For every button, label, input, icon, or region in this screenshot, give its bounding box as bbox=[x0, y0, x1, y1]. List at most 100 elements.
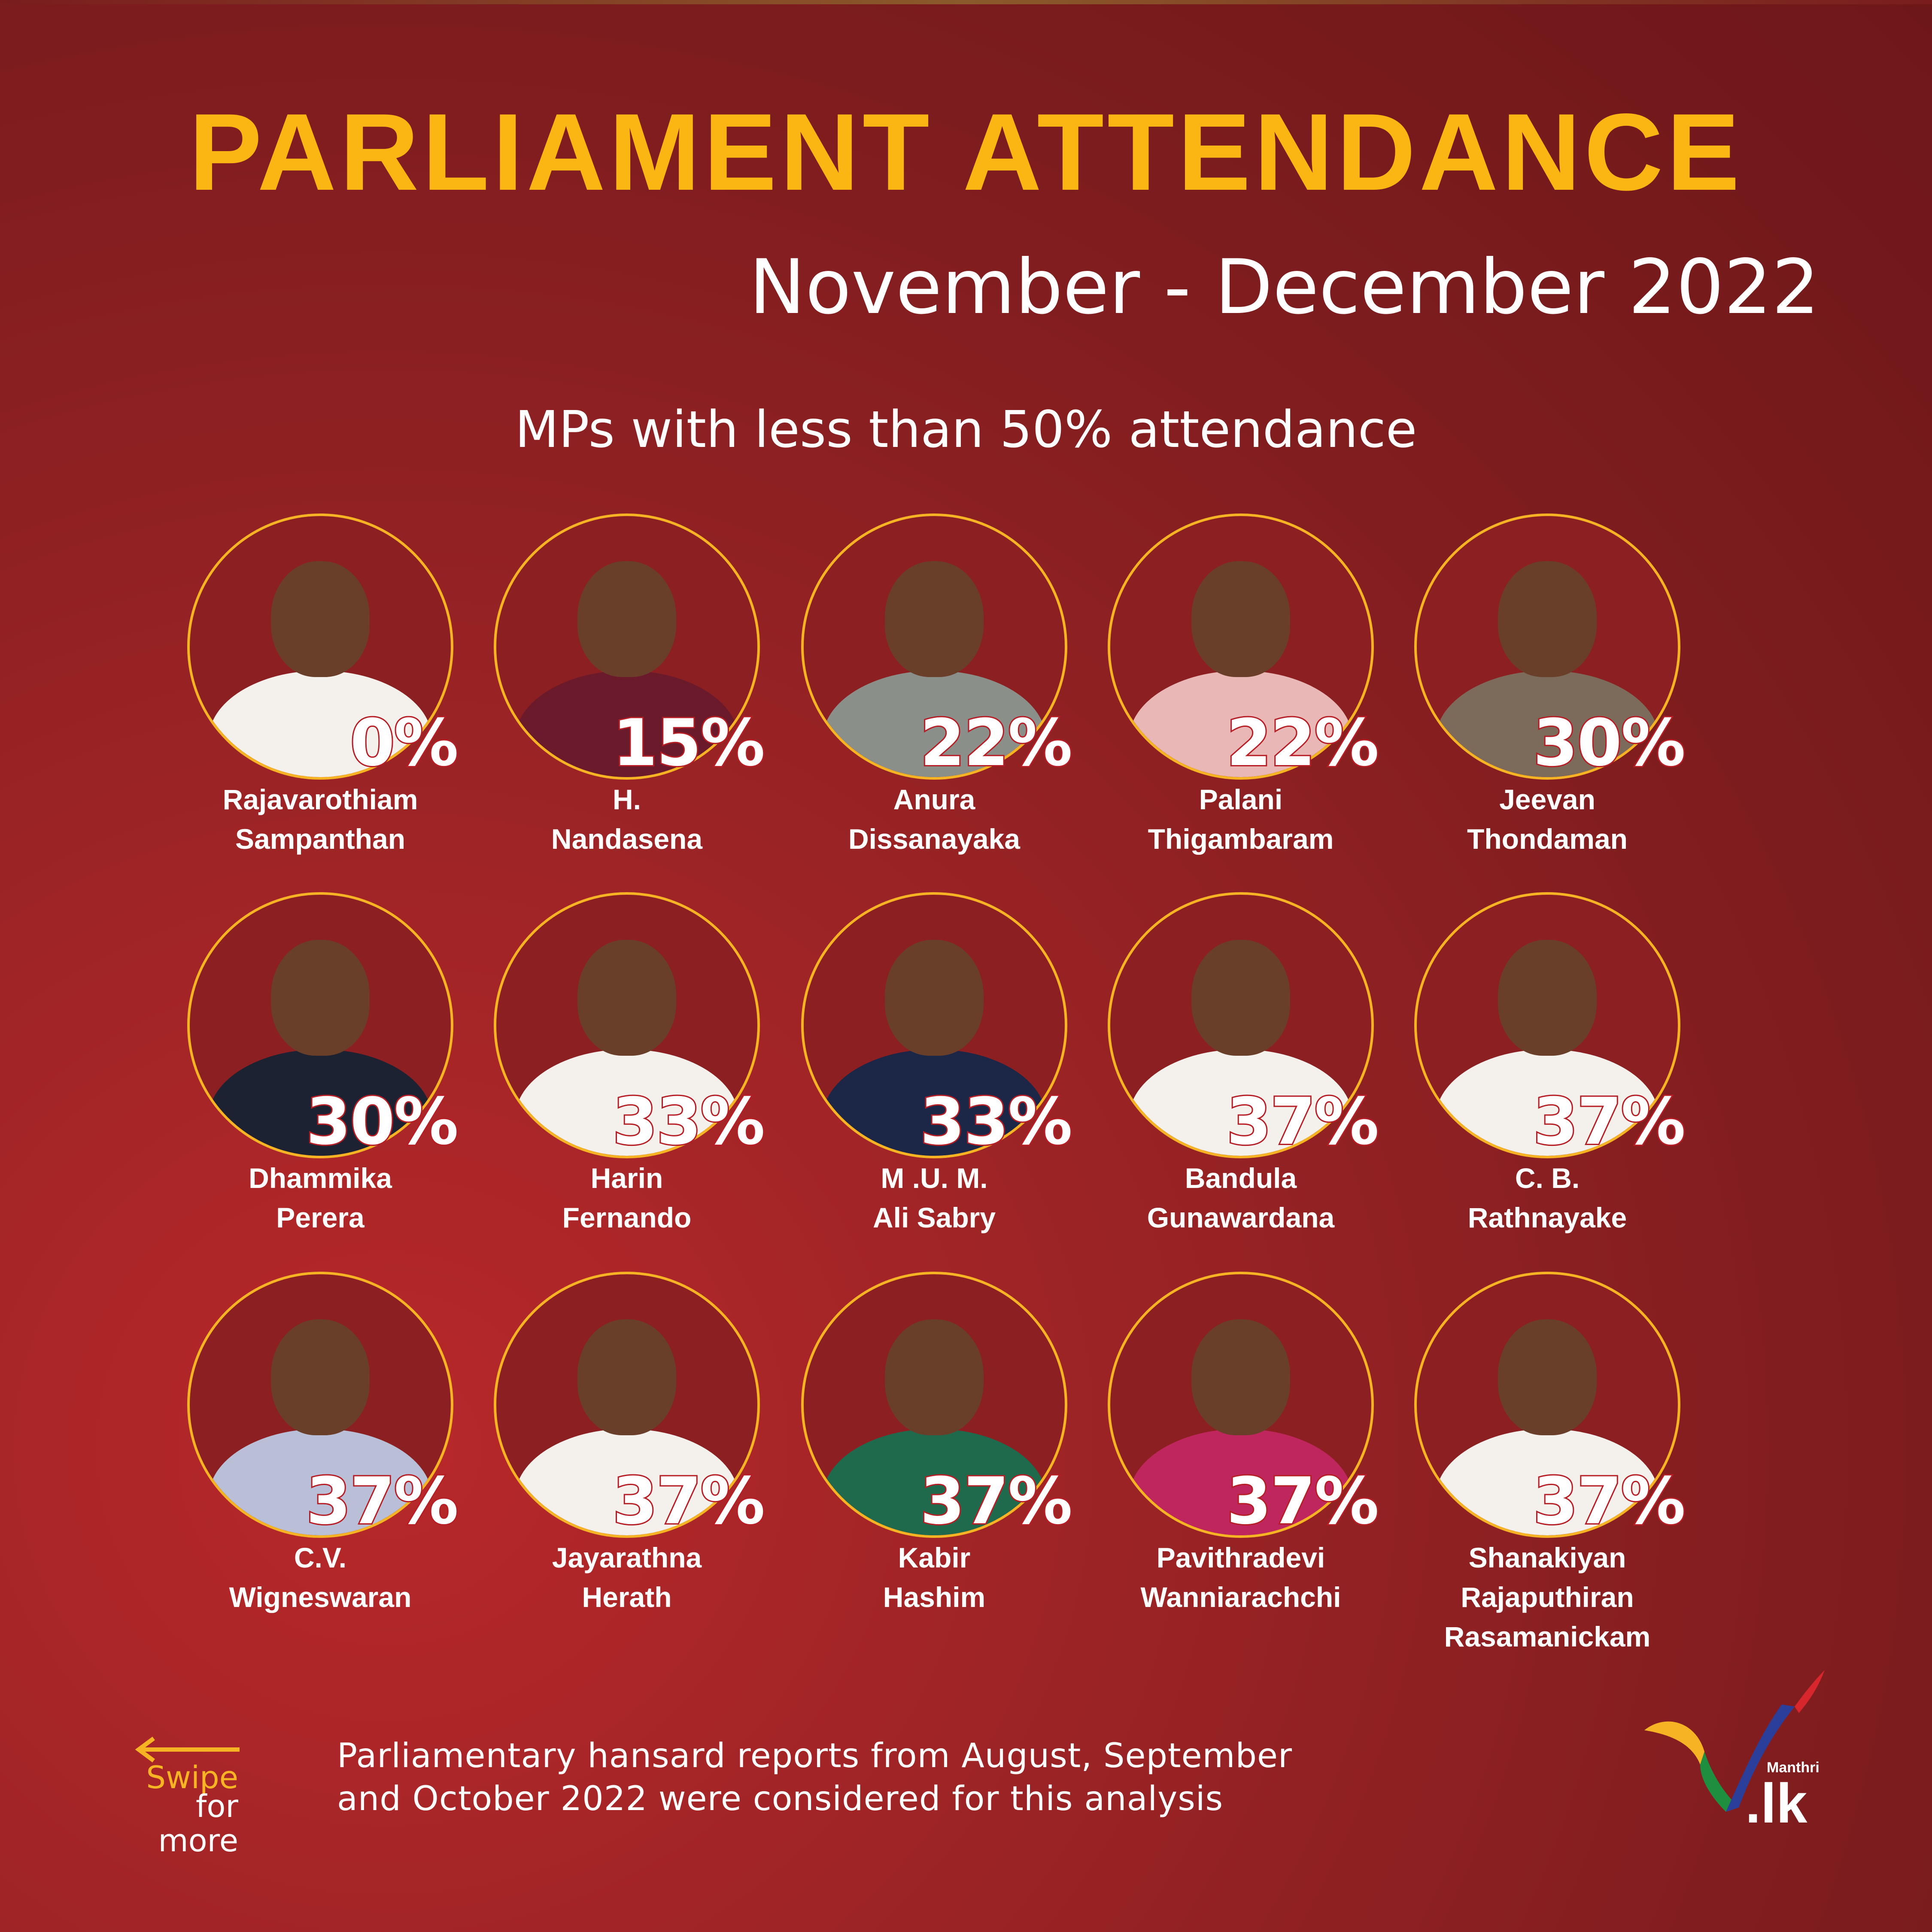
mp-photo bbox=[1414, 892, 1680, 1158]
mp-photo-body bbox=[515, 671, 738, 777]
mp-name: Jeevan Thondaman bbox=[1388, 780, 1706, 859]
mp-photo bbox=[1108, 892, 1374, 1158]
mp-photo-head bbox=[885, 940, 984, 1056]
logo-text-big: .lk bbox=[1745, 1772, 1807, 1835]
mp-name-line: Anura bbox=[893, 784, 975, 815]
mp-photo-head bbox=[1498, 561, 1597, 677]
source-note-line-2: and October 2022 were considered for thi… bbox=[337, 1780, 1224, 1818]
mp-name-line: Dissanayaka bbox=[848, 823, 1020, 855]
mp-name-line: Ali Sabry bbox=[872, 1202, 996, 1233]
mp-name: Pavithradevi Wanniarachchi bbox=[1082, 1538, 1400, 1617]
section-caption: MPs with less than 50% attendance bbox=[515, 400, 1417, 459]
mp-card: 37% Kabir Hashim bbox=[801, 1272, 1074, 1613]
mp-photo-head bbox=[271, 561, 370, 677]
top-accent-line bbox=[0, 0, 1932, 4]
mp-card: 37% C. B. Rathnayake bbox=[1414, 892, 1687, 1233]
mp-name-line: C.V. bbox=[294, 1542, 347, 1574]
mp-photo-head bbox=[885, 561, 984, 677]
attendance-percent: 37% bbox=[1225, 1464, 1380, 1539]
mp-card: 22% Anura Dissanayaka bbox=[801, 513, 1074, 855]
manthri-logo bbox=[1644, 1670, 1825, 1812]
attendance-percent: 37% bbox=[611, 1464, 766, 1539]
mp-photo-body bbox=[209, 671, 432, 777]
mp-photo-body bbox=[1129, 1049, 1352, 1156]
mp-photo bbox=[1108, 1272, 1374, 1538]
mp-photo-body bbox=[209, 1049, 432, 1156]
attendance-percent: 30% bbox=[1532, 706, 1687, 781]
mp-name: Rajavarothiam Sampanthan bbox=[161, 780, 479, 859]
attendance-percent: 0% bbox=[349, 706, 460, 781]
mp-name-line: H. bbox=[613, 784, 641, 815]
mp-name-line: Pavithradevi bbox=[1156, 1542, 1325, 1574]
mp-name-line: Thigambaram bbox=[1148, 823, 1334, 855]
mp-name: Harin Fernando bbox=[468, 1158, 786, 1237]
swipe-label: Swipe bbox=[146, 1759, 238, 1795]
mp-name-line: Kabir bbox=[898, 1542, 971, 1574]
mp-photo-body bbox=[823, 671, 1046, 777]
mp-name: Shanakiyan Rajaputhiran Rasamanickam bbox=[1388, 1538, 1706, 1656]
mp-card: 37% Pavithradevi Wanniarachchi bbox=[1108, 1272, 1380, 1613]
attendance-percent: 37% bbox=[305, 1464, 460, 1539]
mp-photo-body bbox=[515, 1429, 738, 1535]
mp-name-line: Rasamanickam bbox=[1444, 1621, 1651, 1653]
mp-photo bbox=[187, 892, 453, 1158]
mp-name-line: Dhammika bbox=[249, 1162, 392, 1194]
mp-photo bbox=[187, 1272, 453, 1538]
mp-card: 37% Shanakiyan Rajaputhiran Rasamanickam bbox=[1414, 1272, 1687, 1653]
mp-name-line: Rajaputhiran bbox=[1461, 1581, 1634, 1613]
mp-photo bbox=[494, 1272, 760, 1538]
mp-photo-head bbox=[577, 561, 676, 677]
mp-photo-head bbox=[1498, 1319, 1597, 1435]
mp-name: Palani Thigambaram bbox=[1082, 780, 1400, 859]
mp-card: 15% H. Nandasena bbox=[494, 513, 766, 855]
mp-name: Kabir Hashim bbox=[775, 1538, 1093, 1617]
mp-name-line: Nandasena bbox=[551, 823, 703, 855]
mp-photo-head bbox=[885, 1319, 984, 1435]
attendance-percent: 37% bbox=[919, 1464, 1074, 1539]
mp-photo-body bbox=[209, 1429, 432, 1535]
mp-name-line: M .U. M. bbox=[881, 1162, 988, 1194]
mp-name: Dhammika Perera bbox=[161, 1158, 479, 1237]
mp-name-line: Rathnayake bbox=[1467, 1202, 1627, 1233]
mp-photo-head bbox=[271, 940, 370, 1056]
attendance-percent: 37% bbox=[1532, 1084, 1687, 1159]
mp-card: 33% Harin Fernando bbox=[494, 892, 766, 1233]
attendance-percent: 30% bbox=[305, 1084, 460, 1159]
mp-name-line: Harin bbox=[590, 1162, 663, 1194]
logo-text-small: Manthri bbox=[1767, 1759, 1820, 1776]
mp-photo-head bbox=[1191, 940, 1290, 1056]
mp-card: 30% Dhammika Perera bbox=[187, 892, 460, 1233]
mp-name: H. Nandasena bbox=[468, 780, 786, 859]
mp-photo bbox=[1414, 1272, 1680, 1538]
attendance-percent: 33% bbox=[611, 1084, 766, 1159]
attendance-percent: 37% bbox=[1532, 1464, 1687, 1539]
mp-photo-body bbox=[1436, 1049, 1659, 1156]
mp-name-line: Shanakiyan bbox=[1468, 1542, 1626, 1574]
mp-name-line: Jeevan bbox=[1499, 784, 1595, 815]
mp-name-line: Jayarathna bbox=[552, 1542, 702, 1574]
mp-photo-head bbox=[1191, 561, 1290, 677]
mp-photo bbox=[494, 892, 760, 1158]
mp-photo bbox=[494, 513, 760, 780]
mp-name-line: Thondaman bbox=[1467, 823, 1628, 855]
mp-photo bbox=[801, 1272, 1067, 1538]
attendance-percent: 22% bbox=[919, 706, 1074, 781]
mp-card: 30% Jeevan Thondaman bbox=[1414, 513, 1687, 855]
mp-name-line: Fernando bbox=[562, 1202, 692, 1233]
mp-card: 37% Bandula Gunawardana bbox=[1108, 892, 1380, 1233]
mp-photo bbox=[801, 513, 1067, 780]
mp-photo-body bbox=[1129, 671, 1352, 777]
mp-name-line: Rajavarothiam bbox=[222, 784, 418, 815]
mp-name: Anura Dissanayaka bbox=[775, 780, 1093, 859]
page-title: PARLIAMENT ATTENDANCE bbox=[189, 91, 1743, 213]
attendance-percent: 15% bbox=[611, 706, 766, 781]
mp-card: 33% M .U. M. Ali Sabry bbox=[801, 892, 1074, 1233]
mp-name-line: Herath bbox=[582, 1581, 672, 1613]
mp-photo-body bbox=[823, 1429, 1046, 1535]
attendance-percent: 22% bbox=[1225, 706, 1380, 781]
mp-card: 22% Palani Thigambaram bbox=[1108, 513, 1380, 855]
attendance-percent: 33% bbox=[919, 1084, 1074, 1159]
attendance-percent: 37% bbox=[1225, 1084, 1380, 1159]
mp-photo-body bbox=[1129, 1429, 1352, 1535]
source-note-line-1: Parliamentary hansard reports from Augus… bbox=[337, 1737, 1293, 1775]
